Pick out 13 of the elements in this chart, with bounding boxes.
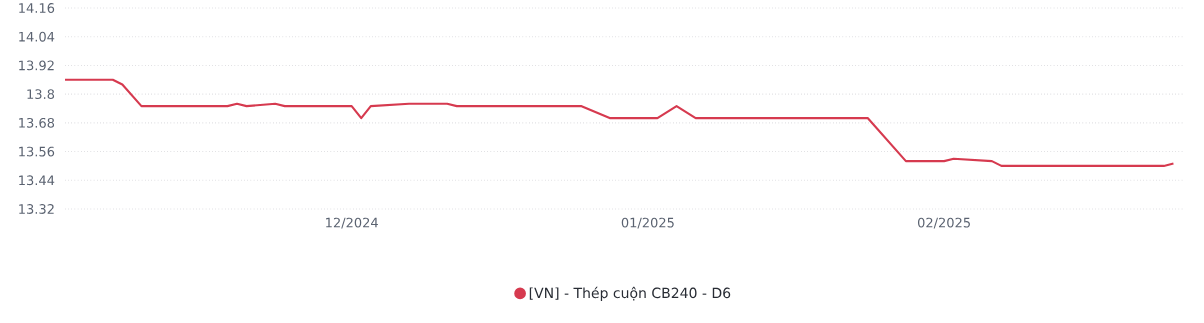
y-tick-label: 13.68	[19, 117, 55, 128]
y-tick-label: 13.32	[19, 204, 54, 214]
x-tick-label: 12/2024	[326, 217, 378, 229]
y-tick-label: 14.04	[19, 31, 55, 42]
y-tick-label: 14.16	[19, 3, 55, 13]
y-tick-label: 13.44	[19, 175, 55, 186]
line-series	[63, 78, 1175, 167]
y-tick-label: 13.56	[19, 146, 55, 157]
y-tick-label: 13.92	[19, 60, 54, 71]
legend-label: [VN] - Thép cuộn CB240 - D6	[529, 286, 731, 301]
x-tick-label: 01/2025	[621, 217, 674, 229]
y-tick-label: 13.8	[27, 89, 55, 100]
x-tick-label: 02/2025	[917, 217, 970, 229]
